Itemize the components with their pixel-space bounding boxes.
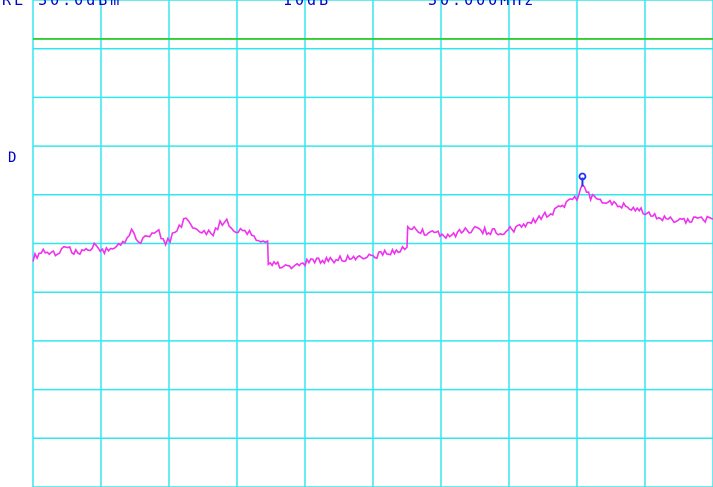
frequency-readout: 30.000MHz xyxy=(428,0,537,9)
scale-readout: 10dB xyxy=(283,0,332,9)
marker-head xyxy=(578,172,587,181)
reference-level-readout: RL 30.0dBm xyxy=(2,0,123,9)
spectrum-trace xyxy=(32,183,713,270)
display-line-label: D xyxy=(8,150,17,166)
peak-marker xyxy=(578,172,587,187)
graticule-grid xyxy=(32,0,713,487)
